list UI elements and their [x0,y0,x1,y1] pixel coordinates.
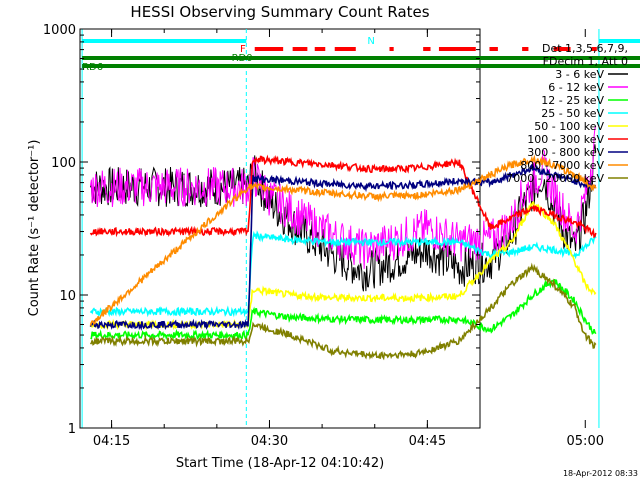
x-tick-label-0: 04:15 [93,434,130,449]
y-tick-label-0: 1 [68,422,76,437]
series-line-8 [89,262,597,361]
x-tick-label-3: 05:00 [567,434,604,449]
legend-entry-0: 3 - 6 keV [555,68,604,81]
flag-label-rd6: RD6 [82,62,103,73]
series-line-4 [89,201,597,331]
series-line-6 [89,163,596,331]
series-line-1 [90,126,597,269]
flag-label-flare: F [240,44,246,55]
series-line-7 [89,154,597,326]
flag-label-night: N [367,36,374,47]
y-axis-label: Count Rate (s⁻¹ detector⁻¹) [27,140,42,317]
legend-entry-7: 800 - 7000 keV [520,159,604,172]
legend: Det 1,3,5,6,7,9,FDecim 1, Att 03 - 6 keV… [506,42,628,185]
axis-ticks: 110100100004:1504:3004:4505:0005:1505:30… [43,23,604,449]
chart-title: HESSI Observing Summary Count Rates [130,3,429,21]
legend-entry-4: 50 - 100 keV [534,120,604,133]
series-line-5 [89,154,597,239]
y-tick-label-1: 10 [59,289,76,304]
flag-label-rd0: RD0 [232,53,253,64]
legend-entry-1: 6 - 12 keV [548,81,604,94]
series-line-3 [89,230,597,318]
x-tick-label-2: 04:45 [409,434,446,449]
y-tick-label-2: 100 [51,156,76,171]
x-axis-label: Start Time (18-Apr-12 04:10:42) [176,456,384,471]
legend-entry-8: 7000 - 20000 keV [506,172,604,185]
legend-entry-2: 12 - 25 keV [541,94,604,107]
legend-entry-6: 300 - 800 keV [527,146,604,159]
legend-header-0: Det 1,3,5,6,7,9, [542,42,628,55]
y-tick-label-3: 1000 [43,23,76,38]
legend-entry-5: 100 - 300 keV [527,133,604,146]
timestamp: 18-Apr-2012 08:33 [563,469,638,478]
legend-header-1: FDecim 1, Att 0 [543,55,628,68]
series-line-2 [90,278,597,341]
x-tick-label-1: 04:30 [251,434,288,449]
legend-entry-3: 25 - 50 keV [541,107,604,120]
plot-frame [79,28,481,429]
